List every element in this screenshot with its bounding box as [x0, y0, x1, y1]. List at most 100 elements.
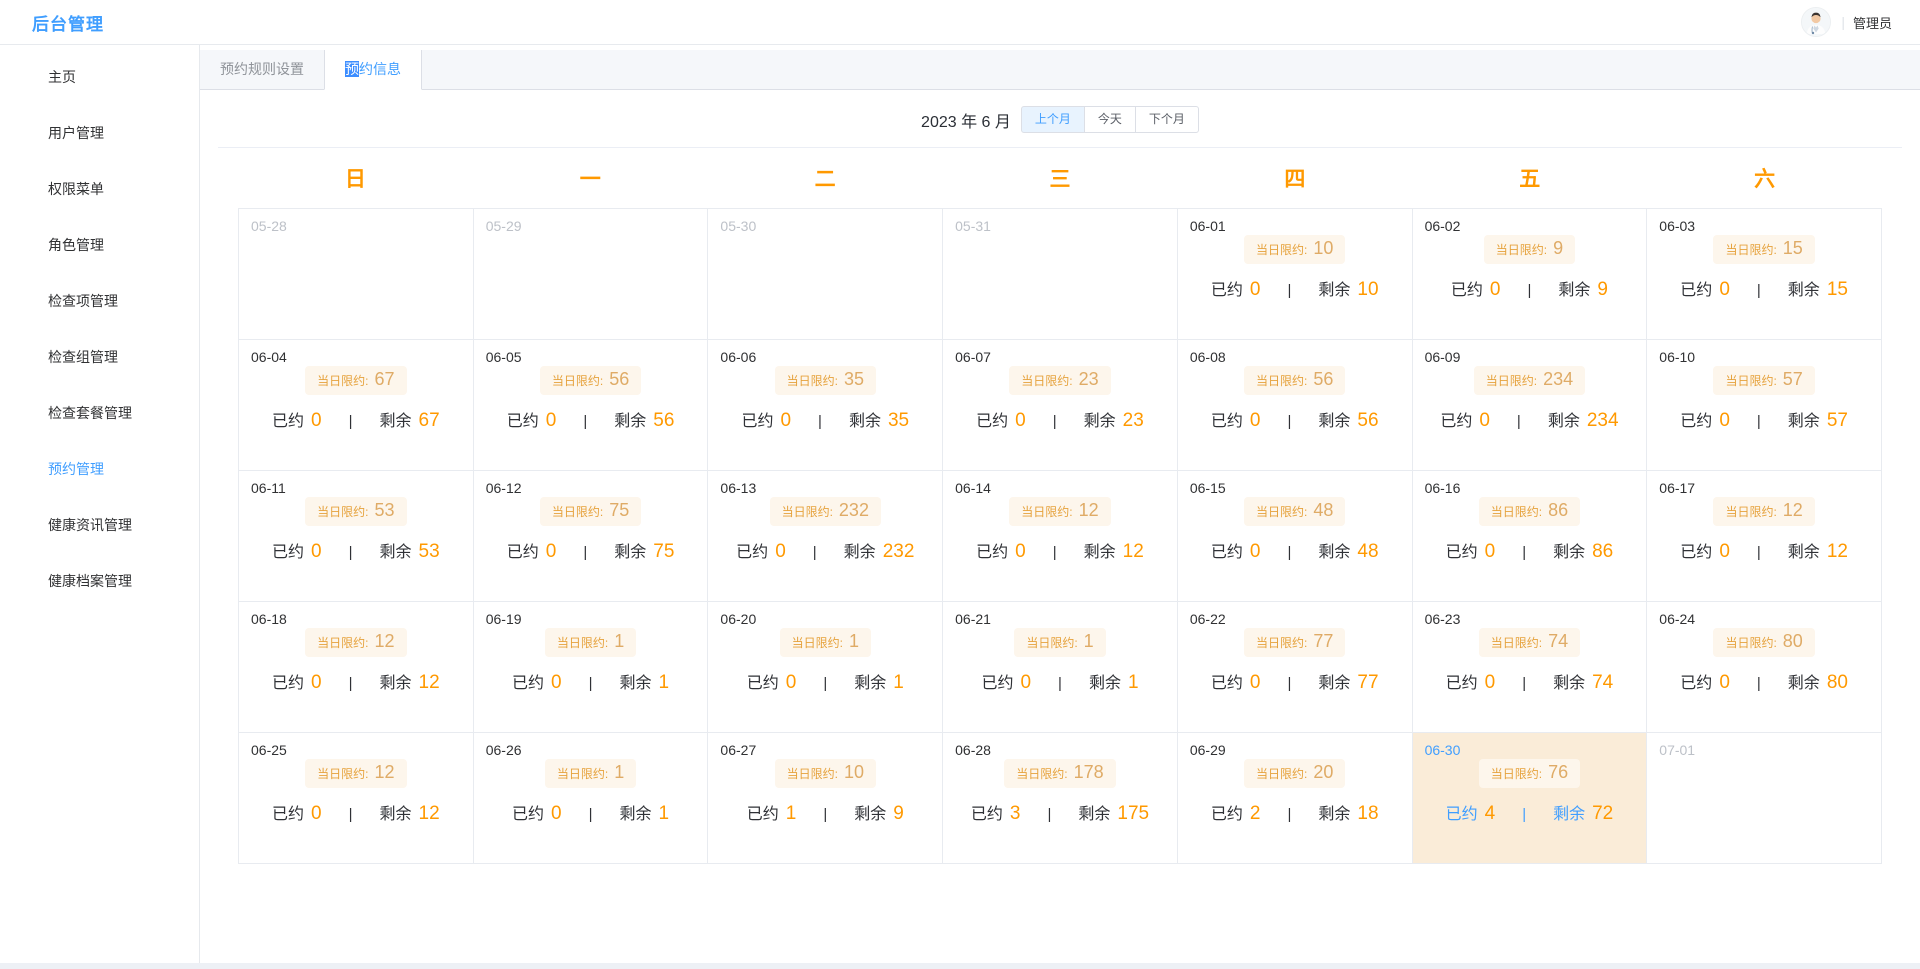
day-date-label: 06-14: [955, 480, 991, 496]
day-date-label: 06-15: [1189, 480, 1226, 496]
calendar-day-cell[interactable]: 06-17 当日限约: 12 已约 0 | 剩余 12: [1647, 471, 1882, 602]
remaining-label: 剩余: [1553, 806, 1586, 823]
calendar-day-cell[interactable]: 06-23 当日限约: 74 已约 0 | 剩余 74: [1412, 602, 1648, 733]
calendar-day-cell[interactable]: 05-30: [708, 209, 944, 340]
booked-label: 已约: [741, 413, 774, 430]
day-limit-badge: 当日限约: 77: [1244, 628, 1346, 657]
sidebar-item[interactable]: 用户管理: [0, 105, 199, 161]
calendar-day-cell[interactable]: 06-11 当日限约: 53 已约 0 | 剩余 53: [239, 471, 474, 602]
user-avatar[interactable]: [1801, 7, 1832, 37]
calendar-day-cell[interactable]: 06-19 当日限约: 1 已约 0 | 剩余 1: [473, 602, 709, 733]
sidebar-menu: 主页 用户管理 权限菜单 角色管理 检查项管理 检查组管理 检查套餐管理 预约管…: [0, 49, 199, 609]
calendar-day-cell[interactable]: 06-05 当日限约: 56 已约 0 | 剩余 56: [473, 340, 709, 471]
day-limit-label: 当日限约:: [1256, 374, 1308, 388]
booked-value: 0: [1015, 410, 1026, 431]
day-stats: 已约 0 | 剩余 23: [955, 407, 1165, 432]
remaining-label: 剩余: [854, 675, 887, 692]
calendar-day-cell[interactable]: 06-18 当日限约: 12 已约 0 | 剩余 12: [239, 602, 474, 733]
calendar-day-cell[interactable]: 06-07 当日限约: 23 已约 0 | 剩余 23: [943, 340, 1178, 471]
day-limit-label: 当日限约:: [1016, 767, 1068, 781]
calendar-day-cell[interactable]: 07-01: [1647, 733, 1882, 864]
booked-label: 已约: [1445, 675, 1478, 692]
day-limit-badge-wrap: 当日限约: 56: [486, 366, 696, 395]
calendar-day-cell[interactable]: 06-10 当日限约: 57 已约 0 | 剩余 57: [1647, 340, 1882, 471]
sidebar-item[interactable]: 检查组管理: [0, 329, 199, 385]
day-stats: 已约 0 | 剩余 74: [1425, 669, 1635, 694]
calendar-day-cell[interactable]: 06-21 当日限约: 1 已约 0 | 剩余 1: [943, 602, 1178, 733]
remaining-value: 1: [658, 803, 670, 824]
booked-value: 0: [1479, 410, 1490, 431]
day-stats: 已约 0 | 剩余 1: [486, 669, 696, 694]
sidebar-item[interactable]: 主页: [0, 49, 199, 105]
calendar-day-cell[interactable]: 06-27 当日限约: 10 已约 1 | 剩余 9: [708, 733, 944, 864]
sidebar-item[interactable]: 健康档案管理: [0, 553, 199, 609]
day-date-label: 05-28: [251, 218, 287, 234]
today-button[interactable]: 今天: [1083, 106, 1136, 133]
weekday-label: 一: [579, 168, 601, 191]
day-limit-badge: 当日限约: 80: [1713, 628, 1815, 657]
booked-label: 已约: [1210, 675, 1243, 692]
calendar-day-cell[interactable]: 06-24 当日限约: 80 已约 0 | 剩余 80: [1647, 602, 1882, 733]
calendar-day-cell[interactable]: 06-03 当日限约: 15 已约 0 | 剩余 15: [1647, 209, 1882, 340]
day-limit-value: 12: [1078, 500, 1099, 520]
calendar-day-cell[interactable]: 06-25 当日限约: 12 已约 0 | 剩余 12: [239, 733, 474, 864]
day-limit-badge-wrap: 当日限约: 76: [1425, 759, 1635, 788]
remaining-label: 剩余: [379, 806, 412, 823]
sidebar-item[interactable]: 预约管理: [0, 441, 199, 497]
day-limit-value: 232: [838, 500, 869, 520]
sidebar-item[interactable]: 检查套餐管理: [0, 385, 199, 441]
calendar-day-cell[interactable]: 06-29 当日限约: 20 已约 2 | 剩余 18: [1177, 733, 1413, 864]
calendar-day-cell[interactable]: 06-09 当日限约: 234 已约 0 | 剩余 234: [1412, 340, 1648, 471]
next-month-button[interactable]: 下个月: [1134, 106, 1199, 133]
calendar-day-cell[interactable]: 06-13 当日限约: 232 已约 0 | 剩余 232: [708, 471, 944, 602]
main-panel: 预约规则设置 预约信息 2023 年 6 月 上个月 今天 下个月 日 一 二 三 四 五…: [200, 45, 1920, 963]
calendar-day-cell[interactable]: 06-08 当日限约: 56 已约 0 | 剩余 56: [1177, 340, 1413, 471]
booked-label: 已约: [1210, 544, 1243, 561]
day-limit-badge: 当日限约: 67: [305, 366, 407, 395]
calendar-day-cell[interactable]: 06-04 当日限约: 67 已约 0 | 剩余 67: [239, 340, 474, 471]
day-limit-value: 35: [843, 369, 864, 389]
remaining-value: 15: [1826, 279, 1848, 300]
tab-appointment-rules[interactable]: 预约规则设置: [200, 50, 324, 90]
day-stats: 已约 0 | 剩余 53: [251, 538, 461, 563]
booked-value: 0: [1719, 541, 1730, 562]
calendar-day-cell[interactable]: 06-12 当日限约: 75 已约 0 | 剩余 75: [473, 471, 709, 602]
calendar-day-cell[interactable]: 06-28 当日限约: 178 已约 3 | 剩余 175: [943, 733, 1178, 864]
booked-value: 0: [785, 672, 797, 693]
calendar-day-cell[interactable]: 06-01 当日限约: 10 已约 0 | 剩余 10: [1177, 209, 1413, 340]
sidebar-item[interactable]: 权限菜单: [0, 161, 199, 217]
day-date-label: 06-04: [251, 349, 287, 365]
remaining-label: 剩余: [379, 675, 412, 692]
sidebar-item[interactable]: 检查项管理: [0, 273, 199, 329]
calendar-day-cell[interactable]: 06-16 当日限约: 86 已约 0 | 剩余 86: [1412, 471, 1648, 602]
tab-appointment-rules-label: 预约规则设置: [220, 61, 304, 77]
calendar-day-cell[interactable]: 06-26 当日限约: 1 已约 0 | 剩余 1: [473, 733, 709, 864]
calendar-day-cell[interactable]: 05-29: [473, 209, 709, 340]
sidebar-item[interactable]: 角色管理: [0, 217, 199, 273]
tab-appointment-info[interactable]: 预约信息: [324, 50, 422, 90]
calendar-day-cell[interactable]: 06-15 当日限约: 48 已约 0 | 剩余 48: [1177, 471, 1413, 602]
calendar-day-cell[interactable]: 06-20 当日限约: 1 已约 0 | 剩余 1: [708, 602, 944, 733]
day-stats: 已约 0 | 剩余 234: [1425, 407, 1635, 432]
day-limit-label: 当日限约:: [1021, 374, 1073, 388]
sidebar-item[interactable]: 健康资讯管理: [0, 497, 199, 553]
booked-label: 已约: [506, 413, 539, 430]
user-name[interactable]: 管理员: [1852, 15, 1892, 31]
calendar-day-cell[interactable]: 05-31: [943, 209, 1178, 340]
day-limit-label: 当日限约:: [556, 636, 609, 650]
prev-month-button[interactable]: 上个月: [1020, 106, 1085, 133]
calendar-day-cell[interactable]: 06-06 当日限约: 35 已约 0 | 剩余 35: [708, 340, 944, 471]
user-menu[interactable]: | 管理员: [1801, 7, 1892, 37]
day-limit-badge: 当日限约: 10: [774, 759, 876, 788]
day-limit-badge-wrap: 当日限约: 48: [1190, 497, 1400, 526]
calendar-day-cell[interactable]: 06-30 当日限约: 76 已约 4 | 剩余 72: [1412, 733, 1648, 864]
day-limit-value: 12: [374, 762, 395, 782]
day-limit-badge-wrap: 当日限约: 56: [1190, 366, 1400, 395]
calendar-day-cell[interactable]: 06-02 当日限约: 9 已约 0 | 剩余 9: [1412, 209, 1648, 340]
calendar-day-cell[interactable]: 06-22 当日限约: 77 已约 0 | 剩余 77: [1177, 602, 1413, 733]
day-stats: 已约 0 | 剩余 77: [1190, 669, 1400, 694]
calendar-day-cell[interactable]: 06-14 当日限约: 12 已约 0 | 剩余 12: [943, 471, 1178, 602]
day-stats: 已约 0 | 剩余 12: [955, 538, 1165, 563]
day-stats: 已约 0 | 剩余 15: [1659, 276, 1869, 301]
calendar-day-cell[interactable]: 05-28: [239, 209, 474, 340]
